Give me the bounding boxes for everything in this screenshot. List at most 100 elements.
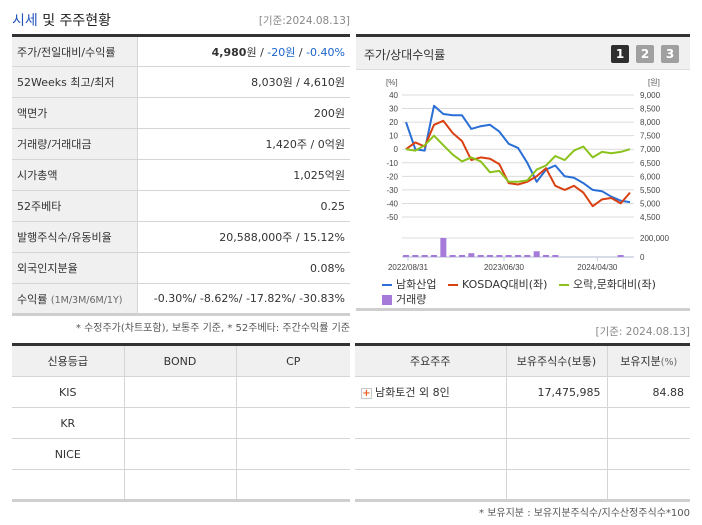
svg-text:-10: -10 [386, 159, 398, 168]
cell [12, 469, 125, 501]
chart-panel: 주가/상대수익률 1 2 3 [%] [원] 40 9,000 30 8,500 20 8,0… [356, 34, 690, 311]
table-row: KIS [12, 376, 350, 408]
svg-text:7,000: 7,000 [640, 145, 661, 154]
legend-item: 오락,문화대비(좌) [558, 278, 656, 291]
row-label: 52주베타 [12, 190, 138, 222]
column-header: CP [236, 344, 350, 377]
tab-2[interactable]: 2 [636, 45, 654, 63]
price-summary-table: 주가/전일대비/수익률 4,980원 / -20원 / -0.40% 52Wee… [12, 34, 350, 316]
svg-text:0: 0 [640, 253, 645, 262]
table-row [355, 469, 690, 501]
table-row: NICE [12, 438, 350, 470]
row-label: 액면가 [12, 97, 138, 129]
table-row: 외국인지분율 0.08% [12, 252, 350, 284]
cell [124, 407, 237, 439]
cell [607, 469, 690, 501]
svg-text:5,000: 5,000 [640, 199, 661, 208]
cell [355, 469, 507, 501]
price-relative-return-chart: [%] [원] 40 9,000 30 8,500 20 8,000 10 7,500 0 7,000… [386, 78, 669, 272]
row-value: 0.25 [137, 190, 350, 222]
cell: NICE [12, 438, 125, 470]
svg-text:8,000: 8,000 [640, 118, 661, 127]
shareholder-name[interactable]: + 남화토건 외 8인 [355, 376, 507, 408]
row-value: 1,420주 / 0억원 [137, 128, 350, 160]
cell: KR [12, 407, 125, 439]
column-header: 주요주주 [355, 344, 507, 377]
reference-date-2: [기준: 2024.08.13] [595, 326, 690, 338]
expand-plus-icon[interactable]: + [361, 387, 372, 399]
cell [236, 407, 350, 439]
tab-3[interactable]: 3 [661, 45, 679, 63]
shares-cell: 17,475,985 [506, 376, 608, 408]
row-label: 발행주식수/유동비율 [12, 221, 138, 253]
svg-text:2024/04/30: 2024/04/30 [577, 263, 618, 272]
svg-text:-20: -20 [386, 172, 398, 181]
svg-text:40: 40 [389, 91, 398, 100]
chart-tabs: 1 2 3 [611, 45, 679, 63]
row-label: 거래량/거래대금 [12, 128, 138, 160]
svg-text:[%]: [%] [386, 78, 398, 87]
chart-panel-header: 주가/상대수익률 1 2 3 [356, 37, 690, 70]
svg-text:20: 20 [389, 118, 398, 127]
svg-text:7,500: 7,500 [640, 132, 661, 141]
section-title: 및 주주현황 [37, 13, 112, 29]
column-header: 보유지분(%) [607, 344, 690, 377]
svg-text:8,500: 8,500 [640, 105, 661, 114]
cell [506, 469, 608, 501]
row-value: 200원 [137, 97, 350, 129]
row-label: 외국인지분율 [12, 252, 138, 284]
svg-text:0: 0 [394, 145, 399, 154]
row-label: 시가총액 [12, 159, 138, 191]
svg-text:30: 30 [389, 105, 398, 114]
cell: KIS [12, 376, 125, 408]
table-row: KR [12, 407, 350, 439]
svg-text:2022/08/31: 2022/08/31 [388, 263, 429, 272]
table-row: 수익률 (1M/3M/6M/1Y) -0.30%/ -8.62%/ -17.82… [12, 283, 350, 316]
column-header: 신용등급 [12, 344, 125, 377]
table-row [355, 438, 690, 470]
legend-line-icon [447, 284, 458, 286]
svg-text:5,500: 5,500 [640, 186, 661, 195]
table-row: 액면가 200원 [12, 97, 350, 129]
cell [236, 438, 350, 470]
table-row: 주가/전일대비/수익률 4,980원 / -20원 / -0.40% [12, 35, 350, 67]
cell [236, 469, 350, 501]
cell [124, 438, 237, 470]
table-row: 52주베타 0.25 [12, 190, 350, 222]
svg-text:6,500: 6,500 [640, 159, 661, 168]
section-title-highlight: 시세 [12, 13, 38, 29]
legend-item: 거래량 [382, 293, 426, 306]
chart-legend: 남화산업 KOSDAQ대비(좌) 오락,문화대비(좌) 거래량 [382, 277, 682, 307]
cell [506, 438, 608, 470]
table-header-row: 주요주주 보유주식수(보통) 보유지분(%) [355, 344, 690, 377]
chart-panel-title: 주가/상대수익률 [364, 48, 446, 62]
svg-text:200,000: 200,000 [640, 234, 669, 243]
legend-item: 남화산업 [382, 278, 436, 291]
row-label: 수익률 (1M/3M/6M/1Y) [12, 283, 138, 316]
cell [355, 407, 507, 439]
table-header-row: 신용등급 BOND CP [12, 344, 350, 377]
reference-date: [기준:2024.08.13] [258, 15, 350, 27]
table-row: 발행주식수/유동비율 20,588,000주 / 15.12% [12, 221, 350, 253]
cell [355, 438, 507, 470]
credit-rating-table: 신용등급 BOND CP KIS KR NICE [12, 343, 350, 502]
row-label: 주가/전일대비/수익률 [12, 35, 138, 67]
row-value: 4,980원 / -20원 / -0.40% [137, 35, 350, 67]
table-row: 시가총액 1,025억원 [12, 159, 350, 191]
row-value: 8,030원 / 4,610원 [137, 66, 350, 98]
svg-text:9,000: 9,000 [640, 91, 661, 100]
footnote-ownership: * 보유지분 : 보유지분주식수/지수산정주식수*100 [479, 508, 690, 519]
ratio-cell: 84.88 [607, 376, 690, 408]
cell [124, 376, 237, 408]
row-value: -0.30%/ -8.62%/ -17.82%/ -30.83% [137, 283, 350, 316]
table-row [355, 407, 690, 439]
tab-1[interactable]: 1 [611, 45, 629, 63]
cell [506, 407, 608, 439]
cell [607, 438, 690, 470]
row-value: 20,588,000주 / 15.12% [137, 221, 350, 253]
row-value: 0.08% [137, 252, 350, 284]
legend-item: KOSDAQ대비(좌) [447, 278, 547, 291]
column-header: 보유주식수(보통) [506, 344, 608, 377]
legend-box-icon [382, 295, 392, 305]
section-title-bar: 시세 및 주주현황 [기준:2024.08.13] [12, 10, 350, 34]
